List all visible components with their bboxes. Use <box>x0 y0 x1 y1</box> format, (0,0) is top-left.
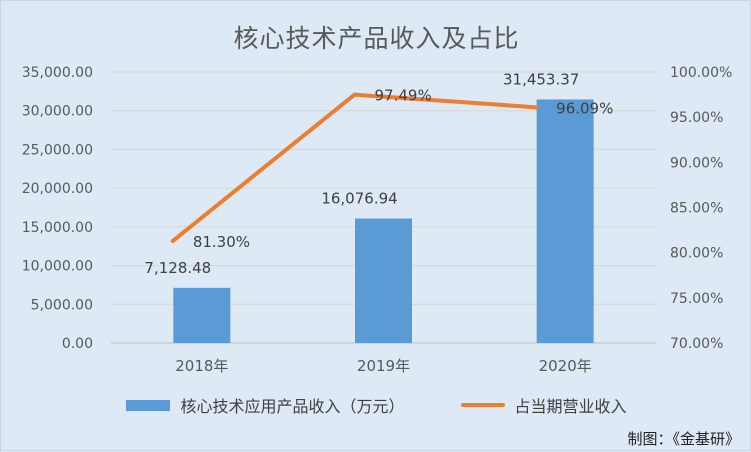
legend-label-bar: 核心技术应用产品收入（万元） <box>180 397 405 416</box>
line-point <box>170 238 175 243</box>
y-right-tick-label: 70.00% <box>670 336 723 352</box>
y-left-tick-label: 0.00 <box>62 336 93 352</box>
chart-credit: 制图：《金基研》 <box>627 430 740 448</box>
y-right-tick-label: 95.00% <box>670 110 723 126</box>
y-left-tick-label: 25,000.00 <box>22 142 93 158</box>
legend-swatch-line <box>460 403 505 407</box>
bar <box>536 99 594 343</box>
y-left-tick-label: 15,000.00 <box>22 220 93 236</box>
line-point <box>534 105 539 110</box>
x-tick-label: 2018年 <box>175 357 228 375</box>
chart-legend: 核心技术应用产品收入（万元） 占当期营业收入 <box>1 393 751 417</box>
legend-item-bar: 核心技术应用产品收入（万元） <box>126 393 405 417</box>
y-left-tick-label: 5,000.00 <box>31 297 93 313</box>
bar <box>173 287 231 343</box>
legend-label-line: 占当期营业收入 <box>514 397 627 416</box>
y-left-tick-label: 20,000.00 <box>22 181 93 197</box>
bar <box>355 218 412 343</box>
x-tick-label: 2020年 <box>539 357 592 375</box>
x-tick-label: 2019年 <box>357 357 410 375</box>
legend-item-line: 占当期营业收入 <box>460 393 627 417</box>
legend-swatch-bar <box>126 399 171 411</box>
bar-data-label: 31,453.37 <box>503 70 579 88</box>
line-series <box>170 92 539 243</box>
y-left-tick-label: 10,000.00 <box>22 259 93 275</box>
y-right-tick-label: 80.00% <box>670 246 723 262</box>
y-right-tick-label: 75.00% <box>670 291 723 307</box>
y-left-tick-label: 30,000.00 <box>22 104 93 120</box>
bar-data-label: 16,076.94 <box>321 190 397 208</box>
chart-title: 核心技术产品收入及占比 <box>233 24 520 53</box>
line-data-label: 97.49% <box>375 87 432 105</box>
bar-data-label: 7,128.48 <box>144 259 211 277</box>
y-right-tick-label: 85.00% <box>670 201 723 217</box>
line-data-label: 96.09% <box>556 99 613 117</box>
line-data-label: 81.30% <box>193 233 250 251</box>
y-right-tick-label: 100.00% <box>670 65 732 81</box>
y-right-tick-label: 90.00% <box>670 155 723 171</box>
y-left-tick-label: 35,000.00 <box>22 65 93 81</box>
line-point <box>352 92 357 97</box>
